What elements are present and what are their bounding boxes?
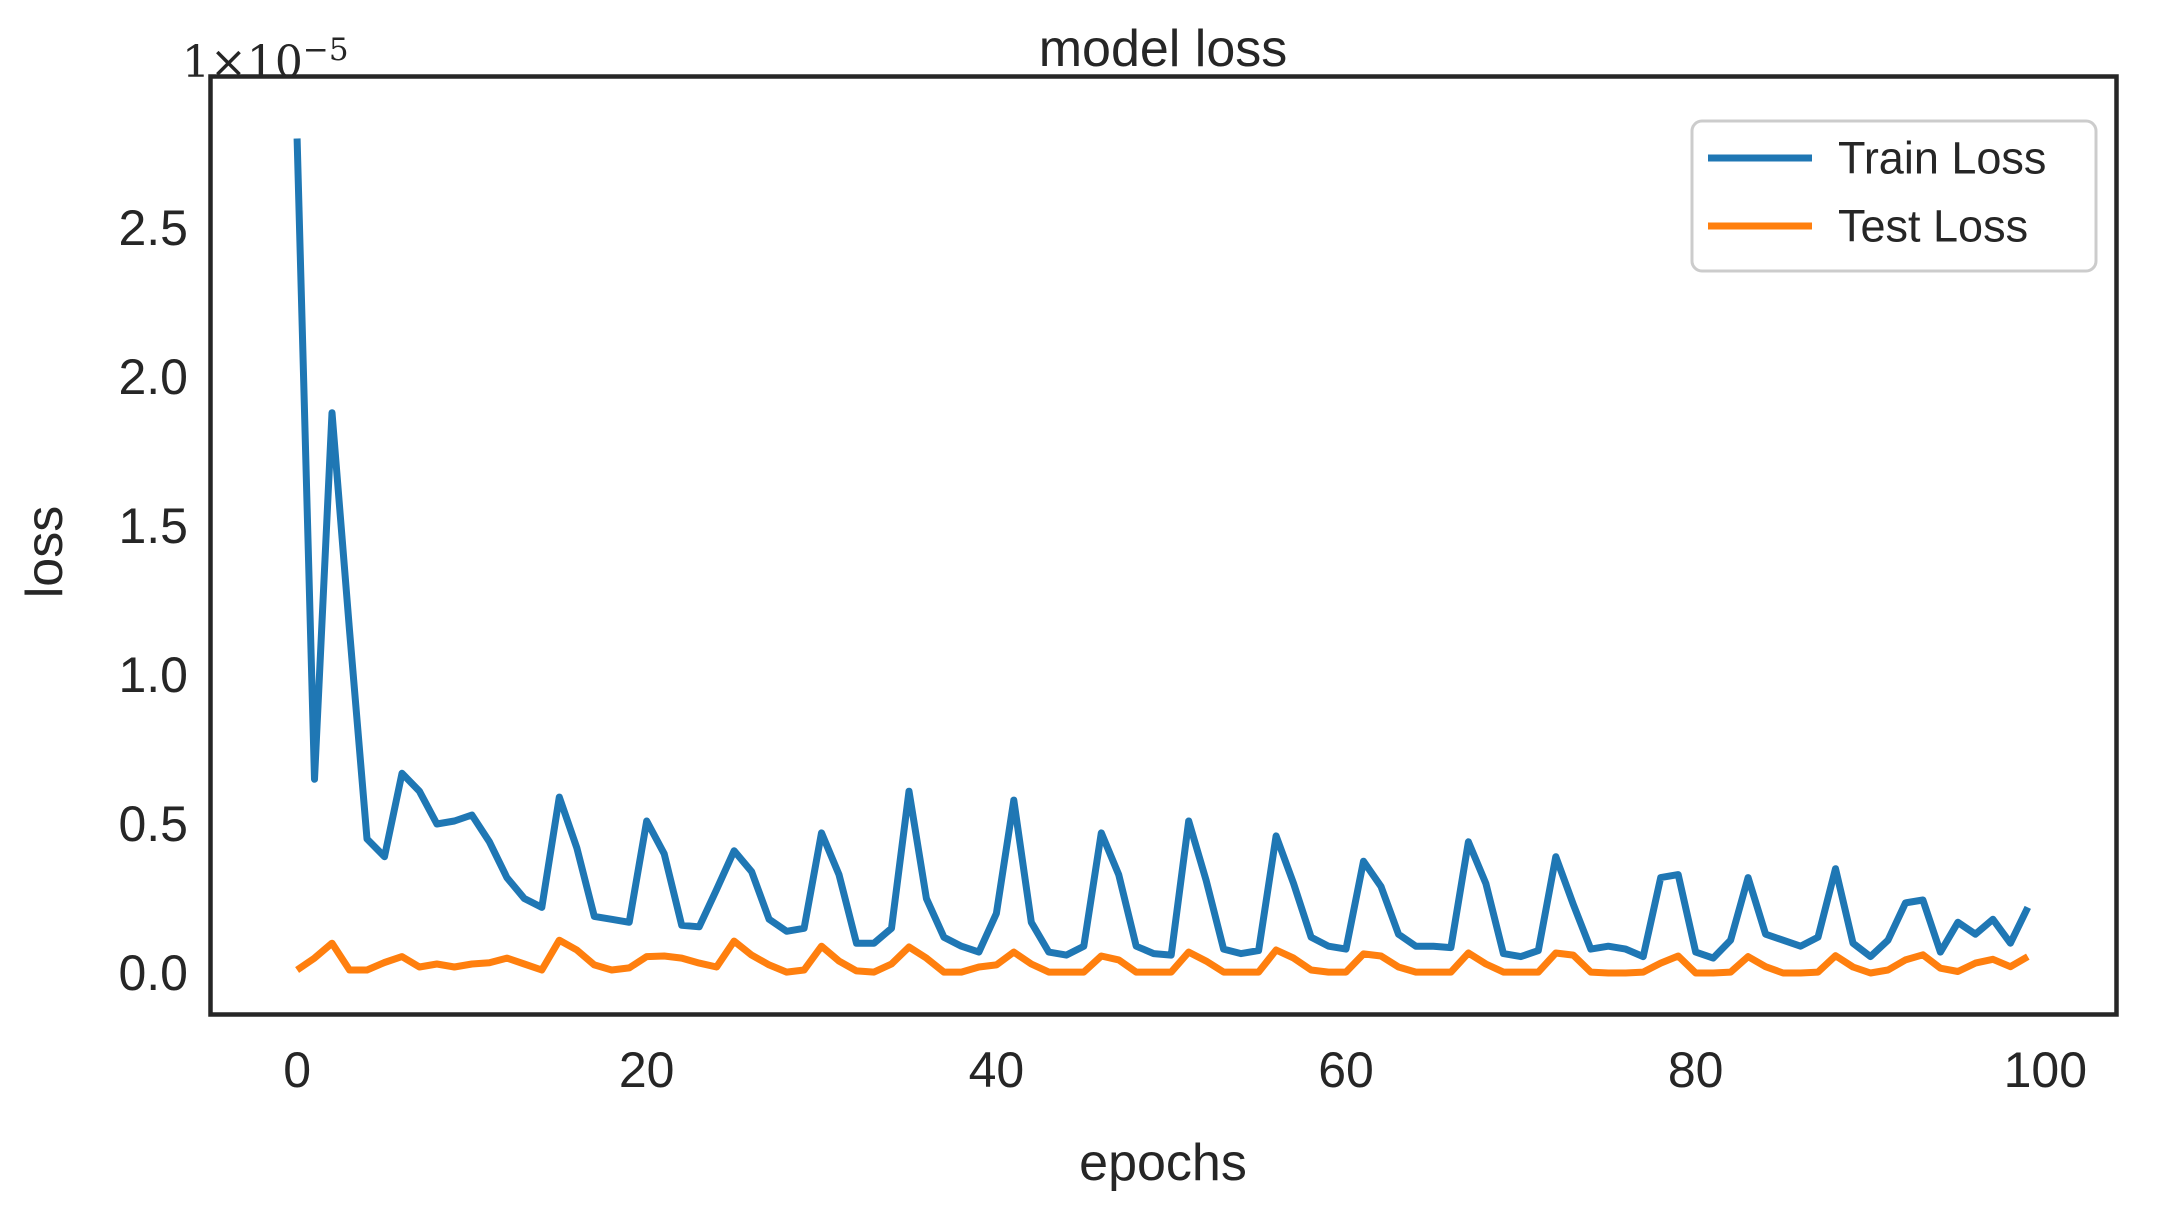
y-axis-ticks: 0.0 0.5 1.0 1.5 2.0 2.5 bbox=[118, 200, 188, 1001]
x-tick-label: 0 bbox=[283, 1042, 311, 1098]
y-tick-label: 2.0 bbox=[118, 349, 188, 405]
legend-item-train-loss: Train Loss bbox=[1708, 133, 2046, 184]
series-lines bbox=[293, 138, 2031, 977]
x-tick-label: 100 bbox=[2004, 1042, 2087, 1098]
test-loss-legend-label: Test Loss bbox=[1838, 201, 2028, 252]
legend-item-test-loss: Test Loss bbox=[1708, 201, 2028, 252]
x-axis-label: epochs bbox=[1079, 1134, 1247, 1192]
x-tick-label: 80 bbox=[1668, 1042, 1724, 1098]
test-loss-line bbox=[295, 936, 2030, 977]
y-axis-offset-label: 1×10−5 bbox=[182, 32, 349, 88]
legend: Train Loss Test Loss bbox=[1690, 119, 2098, 273]
y-tick-label: 0.0 bbox=[118, 945, 188, 1001]
x-tick-label: 40 bbox=[969, 1042, 1025, 1098]
y-tick-label: 1.0 bbox=[118, 647, 188, 703]
y-axis-label: loss bbox=[16, 506, 74, 598]
y-tick-label: 2.5 bbox=[118, 200, 188, 256]
x-tick-label: 60 bbox=[1318, 1042, 1374, 1098]
y-tick-label: 1.5 bbox=[118, 498, 188, 554]
train-loss-line bbox=[293, 138, 2031, 962]
x-tick-label: 20 bbox=[619, 1042, 675, 1098]
chart-title: model loss bbox=[1039, 20, 1288, 78]
x-axis-ticks: 0 20 40 60 80 100 bbox=[283, 1042, 2087, 1098]
y-tick-label: 0.5 bbox=[118, 796, 188, 852]
train-loss-legend-label: Train Loss bbox=[1838, 133, 2046, 184]
plot-frame bbox=[208, 74, 2119, 1017]
